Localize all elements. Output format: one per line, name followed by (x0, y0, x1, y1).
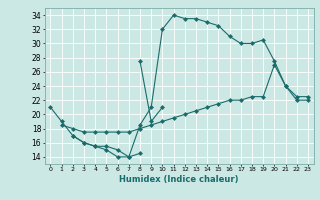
X-axis label: Humidex (Indice chaleur): Humidex (Indice chaleur) (119, 175, 239, 184)
